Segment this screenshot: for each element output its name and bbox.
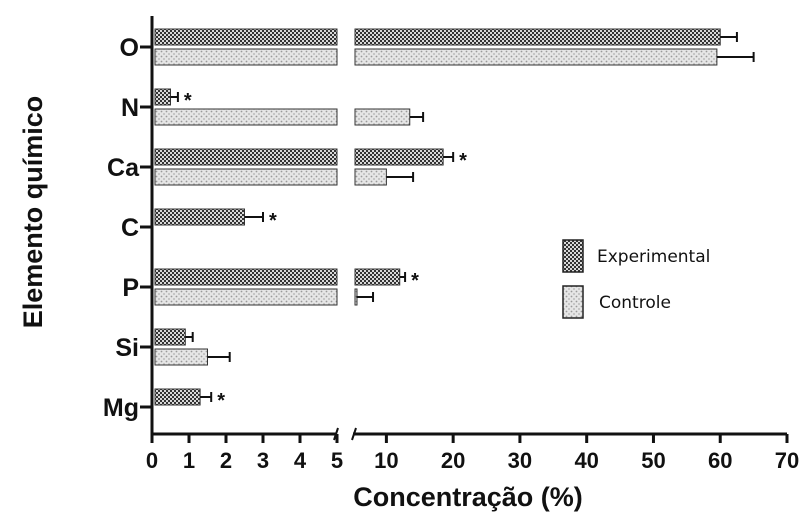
bar-controle-n-continued — [354, 108, 411, 126]
legend-label-controle: Controle — [599, 293, 671, 313]
x-tick-label-60: 60 — [708, 448, 732, 473]
bar-controle-ca-continued — [354, 168, 387, 186]
significance-marker-experimental-n: * — [184, 90, 192, 112]
x-tick-label-0: 0 — [146, 448, 158, 473]
bar-experimental-o-continued — [354, 28, 721, 46]
bar-experimental-ca — [154, 148, 338, 166]
category-label-c: C — [121, 214, 139, 242]
x-axis-title: Concentração (%) — [353, 482, 583, 512]
y-axis-title: Elemento químico — [18, 96, 48, 329]
bar-experimental-o — [154, 28, 338, 46]
bar-controle-p — [154, 288, 338, 306]
bar-controle-si — [154, 348, 208, 366]
category-label-p: P — [122, 274, 139, 302]
axis-break-mark-right — [351, 427, 357, 441]
x-tick-label-40: 40 — [574, 448, 598, 473]
category-label-n: N — [121, 94, 139, 122]
axes-layer — [140, 16, 789, 443]
x-tick-label-70: 70 — [775, 448, 799, 473]
bar-experimental-mg — [154, 388, 201, 406]
x-tick-label-10: 10 — [374, 448, 398, 473]
x-tick-label-20: 20 — [441, 448, 465, 473]
x-tick-label-30: 30 — [508, 448, 532, 473]
bar-controle-o — [154, 48, 338, 66]
bar-controle-o-continued — [354, 48, 718, 66]
category-label-si: Si — [115, 334, 139, 362]
significance-marker-experimental-ca: * — [459, 150, 467, 172]
legend: Experimental Controle — [562, 239, 710, 319]
legend-swatch-experimental — [562, 239, 584, 273]
legend-swatch-controle — [562, 285, 584, 319]
x-tick-label-1: 1 — [183, 448, 195, 473]
bar-experimental-p — [154, 268, 338, 286]
bars-layer — [154, 28, 755, 406]
x-tick-label-50: 50 — [641, 448, 665, 473]
category-label-o: O — [120, 34, 139, 62]
labels-layer: O N * Ca * C * P * Si Mg * 0 1 2 3 4 5 10 20 30 40 50 60 70 — [103, 34, 799, 473]
bar-controle-ca — [154, 168, 338, 186]
bar-controle-n — [154, 108, 338, 126]
bar-experimental-ca-continued — [354, 148, 444, 166]
significance-marker-experimental-p: * — [411, 270, 419, 292]
bar-experimental-p-continued — [354, 268, 401, 286]
category-label-ca: Ca — [107, 154, 140, 182]
x-tick-label-4: 4 — [294, 448, 307, 473]
category-label-mg: Mg — [103, 394, 139, 422]
x-tick-label-3: 3 — [257, 448, 269, 473]
x-tick-label-5: 5 — [331, 448, 343, 473]
bar-experimental-n — [154, 88, 171, 106]
x-tick-label-2: 2 — [220, 448, 232, 473]
significance-marker-experimental-mg: * — [217, 390, 225, 412]
bar-experimental-si — [154, 328, 186, 346]
legend-label-experimental: Experimental — [597, 247, 710, 267]
bar-experimental-c — [154, 208, 245, 226]
significance-marker-experimental-c: * — [269, 210, 277, 232]
